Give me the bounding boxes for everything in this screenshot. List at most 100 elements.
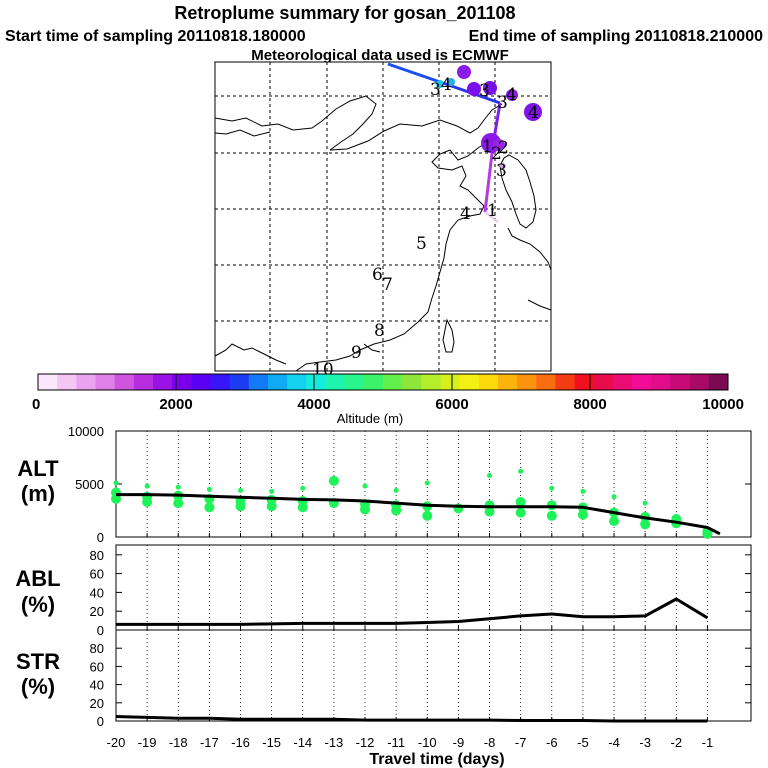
altitude-point xyxy=(235,501,246,512)
colorbar-tick-label: 10000 xyxy=(702,396,744,413)
y-tick-label: 80 xyxy=(90,641,104,656)
coastlines xyxy=(214,95,552,372)
colorbar-cell xyxy=(363,374,384,390)
altitude-point xyxy=(204,502,215,513)
map-day-label: 1 xyxy=(487,201,498,221)
y-tick-label: 10000 xyxy=(68,424,104,439)
colorbar-cell xyxy=(210,374,231,390)
altitude-point xyxy=(580,488,586,494)
colorbar-cell xyxy=(440,374,461,390)
alt-unit: (m) xyxy=(21,481,55,506)
altitude-point xyxy=(424,480,430,486)
x-tick-label: -2 xyxy=(671,735,683,750)
abl-unit: (%) xyxy=(21,592,55,617)
colorbar-tick-label: 0 xyxy=(32,396,40,413)
met-data-label: Meteorological data used is ECMWF xyxy=(251,47,509,64)
map-day-label: 9 xyxy=(351,343,362,363)
altitude-point xyxy=(484,506,495,517)
map-day-label: 2 xyxy=(498,138,509,158)
panel-frame xyxy=(115,544,752,631)
colorbar-cell xyxy=(517,374,537,390)
altitude-point xyxy=(391,505,402,516)
altitude-point xyxy=(546,500,557,511)
x-tick-label: -16 xyxy=(231,735,250,750)
altitude-point xyxy=(113,480,119,486)
colorbar-cell xyxy=(287,374,307,390)
colorbar-cell xyxy=(651,374,671,390)
colorbar-cell xyxy=(613,374,633,390)
map-day-label: 4 xyxy=(506,85,517,105)
altitude-point xyxy=(640,519,651,530)
x-tick-label: -6 xyxy=(546,735,558,750)
colorbar-cell xyxy=(383,374,403,390)
colorbar-cell xyxy=(632,374,652,390)
x-tick-label: -13 xyxy=(324,735,343,750)
x-tick-label: -10 xyxy=(418,735,437,750)
y-tick-label: 60 xyxy=(90,567,104,582)
colorbar-cell xyxy=(325,374,346,390)
colorbar-tick-label: 2000 xyxy=(159,396,192,413)
colorbar-cell xyxy=(76,374,96,390)
y-tick-label: 0 xyxy=(97,623,104,638)
x-tick-label: -18 xyxy=(169,735,188,750)
map-day-label: 6 xyxy=(372,265,383,285)
altitude-point xyxy=(393,487,399,493)
altitude-colorbar: 0 2000 4000 6000 8000 10000 Altitude (m) xyxy=(32,373,744,426)
x-tick-label: -14 xyxy=(293,735,312,750)
alt-label: ALT xyxy=(17,456,59,481)
altitude-point xyxy=(142,497,153,508)
colorbar-cell xyxy=(689,374,710,390)
panel-frame xyxy=(115,629,752,722)
colorbar-cell xyxy=(574,374,595,390)
map-day-label: 3 xyxy=(497,93,508,113)
x-tick-label: -1 xyxy=(702,735,714,750)
altitude-point xyxy=(173,498,184,509)
colorbar-cell xyxy=(498,374,518,390)
map-day-label: 3 xyxy=(496,161,507,181)
colorbar-tick-label: 4000 xyxy=(297,396,330,413)
x-tick-label: -3 xyxy=(639,735,651,750)
map-day-label: 8 xyxy=(374,321,385,341)
y-tick-label: 80 xyxy=(90,548,104,563)
altitude-point xyxy=(515,507,526,518)
panel-frame xyxy=(115,430,752,538)
x-tick-label: -11 xyxy=(387,735,405,750)
colorbar-cell xyxy=(229,374,250,390)
series-line xyxy=(116,597,709,626)
colorbar-cell xyxy=(172,374,192,390)
colorbar-cell xyxy=(708,374,729,390)
altitude-point xyxy=(175,484,181,490)
x-tick-label: -15 xyxy=(262,735,281,750)
altitude-point xyxy=(144,483,150,489)
altitude-point xyxy=(360,504,371,515)
figure-title: Retroplume summary for gosan_201108 xyxy=(174,3,515,23)
y-tick-label: 20 xyxy=(90,604,104,619)
x-tick-label: -19 xyxy=(138,735,157,750)
altitude-point xyxy=(546,510,557,521)
map-gridlines xyxy=(215,62,551,371)
altitude-point xyxy=(487,473,493,479)
colorbar-cell xyxy=(153,374,173,390)
map-day-label: 4 xyxy=(528,103,539,123)
altitude-point xyxy=(515,497,526,508)
map-day-label: 3 xyxy=(479,81,490,101)
map-day-label: 5 xyxy=(416,234,427,254)
altitude-point xyxy=(518,468,524,474)
x-tick-label: -20 xyxy=(107,735,126,750)
altitude-point xyxy=(549,485,555,491)
x-tick-label: -9 xyxy=(453,735,465,750)
colorbar-cell xyxy=(402,374,422,390)
x-tick-label: -12 xyxy=(356,735,375,750)
x-tick-label: -4 xyxy=(608,735,620,750)
altitude-point xyxy=(238,487,244,493)
altitude-point xyxy=(269,488,275,494)
altitude-point xyxy=(206,486,212,492)
colorbar-tick-label: 8000 xyxy=(573,396,606,413)
map-day-label: 4 xyxy=(460,204,471,224)
str-unit: (%) xyxy=(21,674,55,699)
abl-panel: 80 60 40 20 0 xyxy=(90,544,752,638)
x-tick-label: -7 xyxy=(515,735,527,750)
y-tick-label: 0 xyxy=(97,714,104,729)
colorbar-label: Altitude (m) xyxy=(337,411,403,426)
